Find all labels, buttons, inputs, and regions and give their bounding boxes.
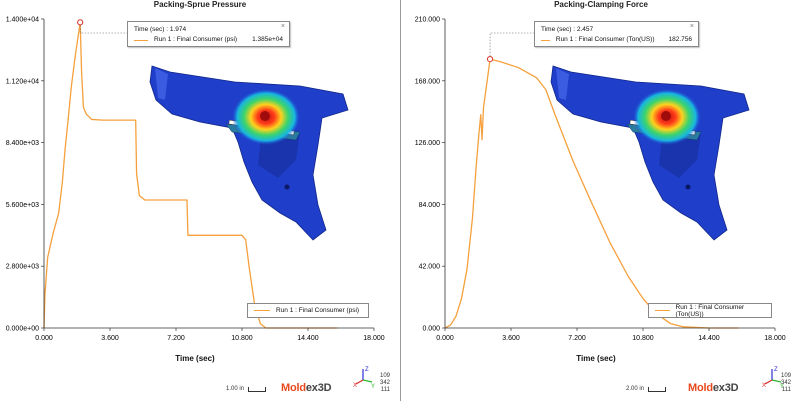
moldex3d-logo: Moldex3D bbox=[688, 382, 739, 394]
chart-panel-clamping-force: Packing-Clamping Force 0.000 3.600 7.200 10… bbox=[400, 0, 800, 401]
tooltip-time: Time (sec) : 2.457 bbox=[541, 26, 594, 33]
axis-triad-icon[interactable]: Z X Y bbox=[762, 364, 786, 388]
chart-legend[interactable]: Run 1 : Final Consumer (psi) bbox=[247, 303, 369, 318]
x-tick-label: 10.800 bbox=[231, 335, 253, 342]
y-tick-label: 0.000e+00 bbox=[6, 326, 39, 333]
view-coordinates: 109 342 111 bbox=[380, 373, 391, 393]
data-tooltip[interactable]: × Time (sec) : 1.974 Run 1 : Final Consu… bbox=[127, 21, 290, 47]
tooltip-value: 1.385e+04 bbox=[252, 36, 283, 43]
axis-triad-icon[interactable]: Z X Y bbox=[353, 364, 377, 388]
highlight-point[interactable] bbox=[486, 55, 494, 63]
y-tick-label: 2.800e+03 bbox=[6, 264, 39, 271]
triad-z-label: Z bbox=[774, 367, 778, 373]
close-icon[interactable]: × bbox=[280, 23, 285, 30]
x-tick-label: 7.200 bbox=[568, 335, 586, 342]
y-tick-label: 1.120e+04 bbox=[6, 78, 39, 85]
triad-z-label: Z bbox=[365, 367, 369, 373]
scale-label: 2.00 in bbox=[626, 386, 645, 392]
y-tick-label: 1.400e+04 bbox=[6, 17, 39, 24]
legend-label: Run 1 : Final Consumer (psi) bbox=[276, 307, 360, 314]
x-tick-label: 3.600 bbox=[502, 335, 520, 342]
part-model-image[interactable] bbox=[550, 65, 750, 241]
triad-y-label: Y bbox=[780, 384, 784, 388]
view-coordinates: 109 342 111 bbox=[781, 373, 792, 393]
scale-bar: 1.00 in bbox=[226, 386, 267, 392]
scale-label: 1.00 in bbox=[226, 386, 245, 392]
series-swatch-icon bbox=[541, 39, 550, 41]
triad-x-label: X bbox=[353, 383, 357, 388]
y-tick-label: 42.000 bbox=[419, 264, 441, 271]
chart-title: Packing-Clamping Force bbox=[554, 0, 648, 9]
chart-panel-sprue-pressure: Packing-Sprue Pressure 0.000 3.600 7.200 10… bbox=[5, 0, 391, 394]
series-swatch-icon bbox=[655, 310, 670, 311]
x-tick-label: 14.400 bbox=[698, 335, 720, 342]
y-tick-label: 126.000 bbox=[415, 140, 440, 147]
triad-x-label: X bbox=[762, 383, 766, 388]
tooltip-leader-line bbox=[489, 32, 534, 60]
tooltip-value: 182.756 bbox=[668, 36, 693, 43]
y-tick-label: 5.600e+03 bbox=[6, 202, 39, 209]
chart-title: Packing-Sprue Pressure bbox=[154, 0, 247, 9]
tooltip-leader-line bbox=[79, 22, 127, 34]
chart-legend[interactable]: Run 1 : Final Consumer (Ton(US)) bbox=[648, 303, 772, 318]
x-tick-label: 14.400 bbox=[297, 335, 319, 342]
series-swatch-icon bbox=[134, 39, 148, 41]
x-tick-label: 7.200 bbox=[167, 335, 185, 342]
scale-bracket-icon bbox=[248, 387, 267, 392]
chart-canvas: Packing-Sprue Pressure 0.000 3.600 7.200 10… bbox=[6, 0, 385, 363]
moldex3d-logo: Moldex3D bbox=[281, 382, 332, 394]
x-tick-label: 0.000 bbox=[436, 335, 454, 342]
x-tick-label: 3.600 bbox=[101, 335, 119, 342]
x-tick-label: 10.800 bbox=[632, 335, 654, 342]
y-tick-label: 8.400e+03 bbox=[6, 140, 39, 147]
scale-bar: 2.00 in bbox=[626, 386, 667, 392]
part-model-image[interactable] bbox=[149, 65, 349, 241]
x-axis-title: Time (sec) bbox=[576, 354, 616, 363]
x-tick-label: 18.000 bbox=[363, 335, 385, 342]
data-tooltip[interactable]: × Time (sec) : 2.457 Run 1 : Final Consu… bbox=[534, 21, 699, 47]
legend-label: Run 1 : Final Consumer (Ton(US)) bbox=[675, 303, 745, 318]
y-tick-label: 210.000 bbox=[415, 17, 440, 24]
series-line-0[interactable] bbox=[43, 21, 338, 329]
x-tick-label: 18.000 bbox=[764, 335, 786, 342]
tooltip-series: Run 1 : Final Consumer (Ton(US)) bbox=[555, 36, 655, 43]
close-icon[interactable]: × bbox=[689, 23, 694, 30]
tooltip-time: Time (sec) : 1.974 bbox=[134, 26, 187, 33]
tooltip-series: Run 1 : Final Consumer (psi) bbox=[154, 36, 238, 43]
x-tick-label: 0.000 bbox=[35, 335, 53, 342]
scale-bracket-icon bbox=[648, 387, 667, 392]
y-tick-label: 0.000 bbox=[422, 326, 440, 333]
y-tick-label: 84.000 bbox=[419, 202, 441, 209]
y-tick-label: 168.000 bbox=[415, 78, 440, 85]
series-swatch-icon bbox=[254, 310, 270, 311]
highlight-point[interactable] bbox=[77, 19, 84, 26]
x-axis-title: Time (sec) bbox=[175, 354, 215, 363]
chart-canvas: Packing-Clamping Force 0.000 3.600 7.200 10… bbox=[415, 0, 786, 363]
triad-y-label: Y bbox=[371, 384, 375, 388]
